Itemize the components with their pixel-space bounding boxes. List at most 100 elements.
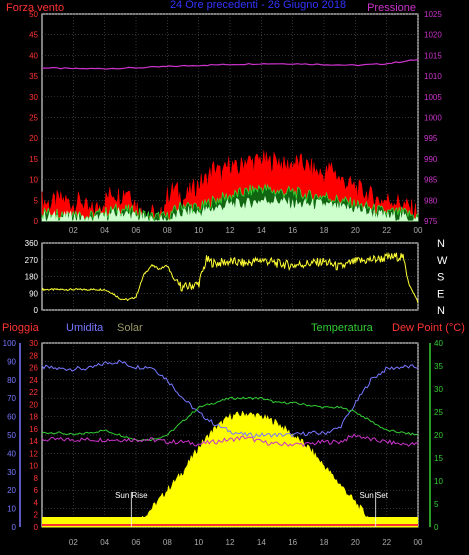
- solar-label: Solar: [117, 322, 143, 334]
- solar-baseline-band: [42, 517, 418, 527]
- rain-tick-label: 20: [7, 486, 16, 495]
- climate-x-tick-label: 04: [100, 538, 109, 547]
- pressure-tick-label: 995: [424, 134, 438, 143]
- temperature-tick-label: 5: [434, 500, 439, 509]
- wind-x-tick-label: 12: [226, 226, 235, 235]
- wind-x-tick-label: 04: [100, 226, 109, 235]
- climate-x-tick-label: 22: [382, 538, 391, 547]
- compass-label: N: [437, 238, 445, 250]
- wind-x-tick-label: 20: [351, 226, 360, 235]
- humidity-tick-label: 20: [29, 400, 38, 409]
- temperature-label: Temperatura: [311, 322, 374, 334]
- wind-x-tick-label: 08: [163, 226, 172, 235]
- wind-tick-label: 10: [29, 176, 38, 185]
- climate-x-tick-label: 06: [132, 538, 141, 547]
- humidity-tick-label: 2: [34, 511, 39, 520]
- climate-x-tick-label: 14: [257, 538, 266, 547]
- humidity-tick-label: 28: [29, 351, 38, 360]
- wind-tick-label: 20: [29, 134, 38, 143]
- direction-series: [41, 251, 419, 304]
- humidity-tick-label: 6: [34, 486, 39, 495]
- wind-x-tick-label: 22: [382, 226, 391, 235]
- humidity-tick-label: 30: [29, 339, 38, 348]
- temperature-tick-label: 10: [434, 477, 443, 486]
- rain-tick-label: 90: [7, 357, 16, 366]
- pressure-axis-label: Pressione: [367, 2, 416, 14]
- wind-x-tick-label: 18: [320, 226, 329, 235]
- temperature-tick-label: 30: [434, 385, 443, 394]
- temperature-tick-label: 35: [434, 362, 443, 371]
- wind-x-tick-label: 16: [288, 226, 297, 235]
- direction-tick-label: 360: [25, 239, 39, 248]
- humidity-tick-label: 22: [29, 388, 38, 397]
- pressure-tick-label: 1005: [424, 93, 442, 102]
- pressure-tick-label: 1010: [424, 72, 442, 81]
- wind-tick-label: 0: [34, 217, 39, 226]
- climate-chart: 0102030405060708090100024681012141618202…: [3, 339, 444, 547]
- rain-axis-label: Pioggia: [2, 322, 40, 334]
- rain-tick-label: 10: [7, 505, 16, 514]
- climate-x-tick-label: 18: [320, 538, 329, 547]
- wind-direction-chart: 0 N 90 E 180 S 270 W 360 N: [25, 238, 448, 317]
- rain-tick-label: 80: [7, 376, 16, 385]
- dew-point-series: [41, 433, 419, 448]
- wind-min-series: [41, 195, 419, 222]
- wind-x-tick-label: 14: [257, 226, 266, 235]
- rain-tick-label: 30: [7, 468, 16, 477]
- sun-rise-label: Sun Rise: [115, 491, 148, 500]
- wind-chart: 0510152025303540455097598098599099510001…: [29, 10, 442, 235]
- wind-tick-label: 40: [29, 51, 38, 60]
- rain-tick-label: 60: [7, 413, 16, 422]
- pressure-tick-label: 990: [424, 155, 438, 164]
- humidity-tick-label: 0: [34, 523, 39, 532]
- compass-label: E: [437, 288, 444, 300]
- humidity-tick-label: 18: [29, 413, 38, 422]
- compass-label: W: [437, 255, 448, 267]
- rain-tick-label: 50: [7, 431, 16, 440]
- climate-x-tick-label: 10: [194, 538, 203, 547]
- dew-point-label: Dew Point (°C): [392, 322, 465, 334]
- pressure-series: [41, 58, 419, 70]
- climate-x-tick-label: 02: [69, 538, 78, 547]
- temperature-tick-label: 15: [434, 454, 443, 463]
- wind-tick-label: 25: [29, 114, 38, 123]
- temperature-series: [41, 396, 419, 442]
- wind-tick-label: 30: [29, 93, 38, 102]
- pressure-tick-label: 1020: [424, 31, 442, 40]
- climate-x-tick-label: 12: [226, 538, 235, 547]
- climate-x-tick-label: 20: [351, 538, 360, 547]
- wind-tick-label: 35: [29, 72, 38, 81]
- compass-label: S: [437, 272, 444, 284]
- rain-tick-label: 70: [7, 394, 16, 403]
- compass-label: N: [437, 305, 445, 317]
- humidity-label: Umidita: [66, 322, 104, 334]
- humidity-tick-label: 26: [29, 364, 38, 373]
- humidity-tick-label: 24: [29, 376, 38, 385]
- climate-x-tick-label: 00: [414, 538, 423, 547]
- climate-x-tick-label: 08: [163, 538, 172, 547]
- humidity-tick-label: 12: [29, 449, 38, 458]
- humidity-tick-label: 10: [29, 462, 38, 471]
- wind-tick-label: 15: [29, 155, 38, 164]
- wind-x-tick-label: 06: [132, 226, 141, 235]
- pressure-tick-label: 975: [424, 217, 438, 226]
- wind-x-tick-label: 00: [414, 226, 423, 235]
- wind-axis-label: Forza vento: [6, 2, 64, 14]
- humidity-tick-label: 8: [34, 474, 39, 483]
- direction-tick-label: 270: [25, 256, 39, 265]
- wind-x-tick-label: 10: [194, 226, 203, 235]
- wind-x-tick-label: 02: [69, 226, 78, 235]
- climate-x-tick-label: 16: [288, 538, 297, 547]
- pressure-tick-label: 1015: [424, 51, 442, 60]
- rain-tick-label: 0: [12, 523, 17, 532]
- wind-tick-label: 45: [29, 31, 38, 40]
- humidity-tick-label: 14: [29, 437, 38, 446]
- temperature-tick-label: 20: [434, 431, 443, 440]
- humidity-tick-label: 4: [34, 498, 39, 507]
- pressure-tick-label: 980: [424, 196, 438, 205]
- temperature-tick-label: 40: [434, 339, 443, 348]
- temperature-tick-label: 0: [434, 523, 439, 532]
- direction-tick-label: 90: [29, 289, 38, 298]
- wind-tick-label: 5: [34, 196, 39, 205]
